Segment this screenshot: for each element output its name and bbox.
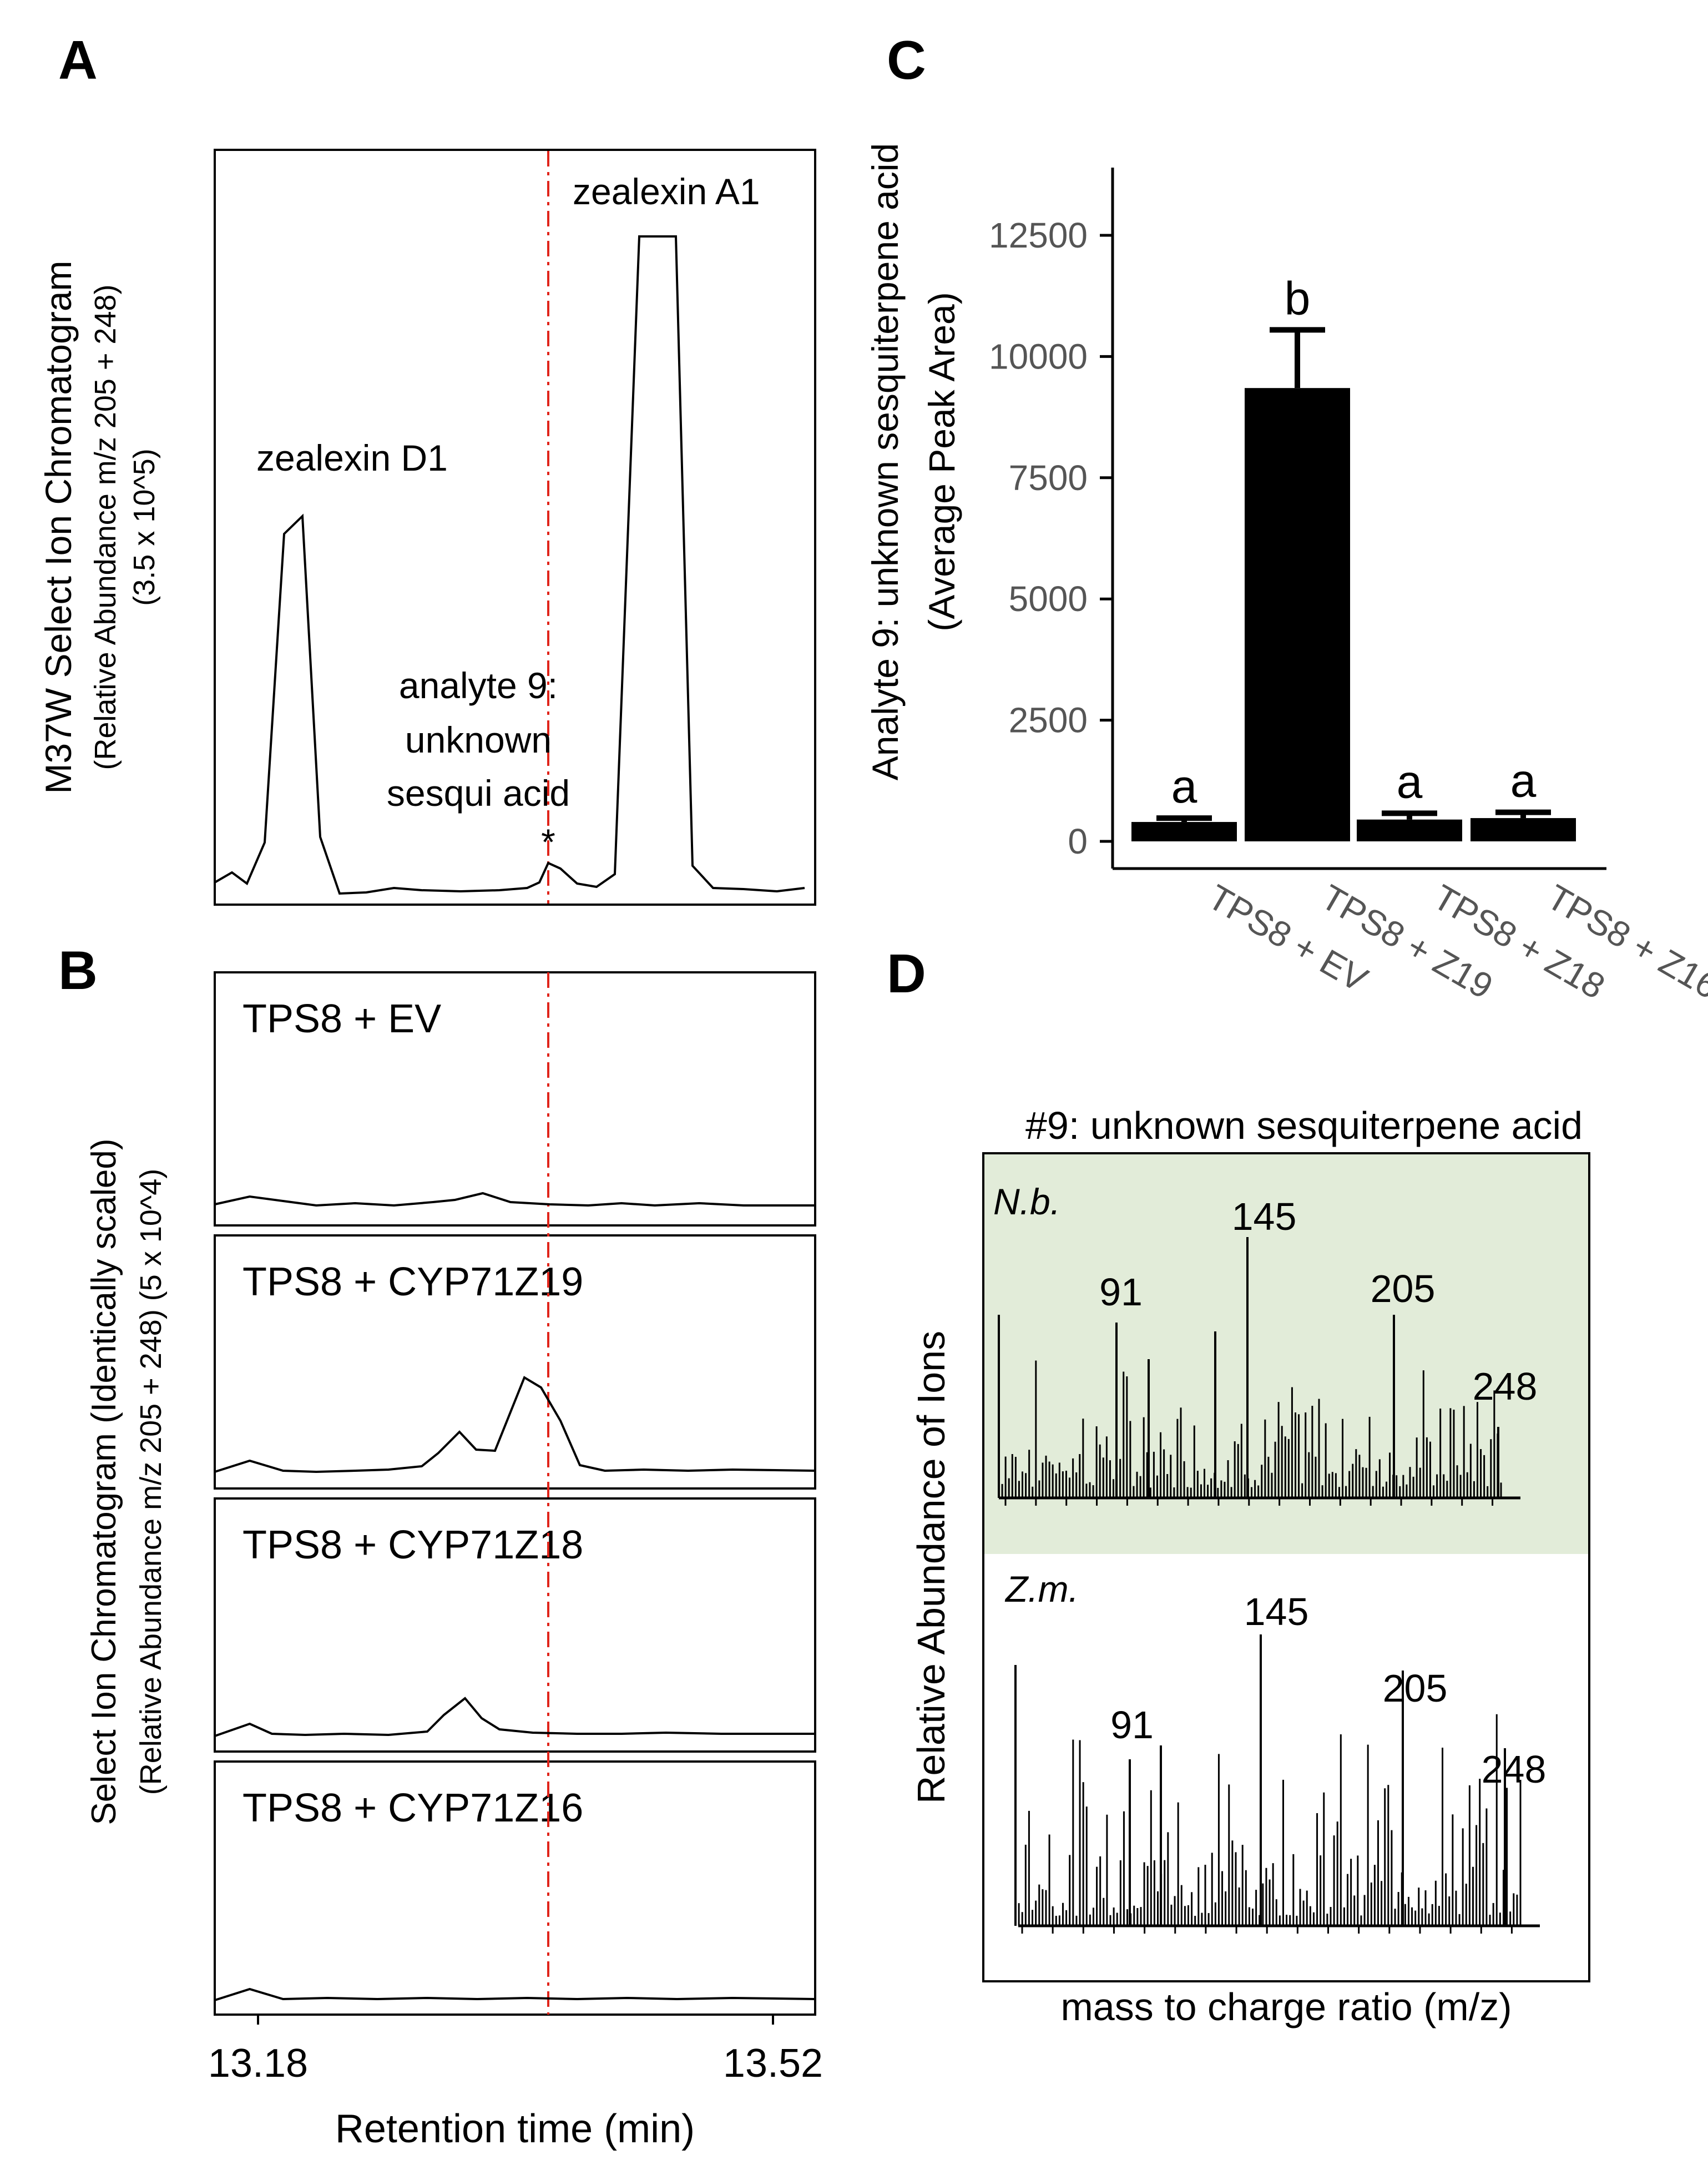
panel-b-xlabel: Retention time (min) <box>335 2107 695 2151</box>
panel-d: D #9: unknown sesquiterpene acid Relativ… <box>887 943 1590 2028</box>
species-label-nb: N.b. <box>993 1181 1060 1222</box>
nb-peak-label-91: 91 <box>1099 1270 1143 1314</box>
c-bar-3 <box>1471 818 1576 841</box>
trace-z19 <box>214 1376 816 1473</box>
c-y-tick-label-0: 0 <box>1068 821 1088 861</box>
trace-label-ev: TPS8 + EV <box>242 997 441 1041</box>
peak-label-zealexin-a1: zealexin A1 <box>573 171 760 212</box>
panel-b-ylabel-2: (Relative Abundance m/z 205 + 248) (5 x … <box>134 1169 168 1795</box>
trace-z16 <box>214 1987 816 2001</box>
panel-letter-a: A <box>58 29 98 90</box>
c-bar-1 <box>1245 388 1350 841</box>
panel-c-bars: a b a a <box>1131 272 1576 841</box>
panel-a-ylabel-1: M37W Select Ion Chromatogram <box>38 260 79 794</box>
panel-c-ylabel-1: Analyte 9: unknown sesquiterpene acid <box>865 143 906 780</box>
trace-box-ev <box>214 971 816 1227</box>
peak-label-analyte9-2: unknown <box>405 719 552 760</box>
nb-peak-label-145: 145 <box>1232 1195 1297 1238</box>
panel-c-ylabel-2: (Average Peak Area) <box>921 292 962 631</box>
zm-peak-label-205: 205 <box>1383 1667 1448 1710</box>
panel-a-ylabel-3: (3.5 x 10^5) <box>128 448 161 605</box>
c-sig-letter-0: a <box>1171 760 1197 813</box>
panel-a-ylabel-2: (Relative Abundance m/z 205 + 248) <box>89 284 122 770</box>
x-tick-label-13.52: 13.52 <box>723 2041 823 2086</box>
panel-b-ylabel-1: Select Ion Chromatogram (Identically sca… <box>85 1138 123 1825</box>
panel-a-frame <box>214 149 816 906</box>
trace-box-z18 <box>214 1497 816 1753</box>
nb-spectrum <box>998 1237 1502 1506</box>
panel-letter-d: D <box>887 943 926 1004</box>
peak-label-zealexin-d1: zealexin D1 <box>256 437 448 478</box>
peak-label-analyte9-3: sesqui acid <box>387 773 570 814</box>
c-bar-0 <box>1131 822 1237 841</box>
panel-d-xlabel: mass to charge ratio (m/z) <box>1061 1985 1512 2028</box>
zm-peak-label-248: 248 <box>1482 1748 1547 1791</box>
zm-peak-label-91: 91 <box>1110 1703 1154 1747</box>
c-y-tick-label-12500: 12500 <box>989 215 1088 255</box>
c-y-tick-label-2500: 2500 <box>1009 700 1088 740</box>
analyte9-star: * <box>541 821 555 862</box>
panel-d-ylabel: Relative Abundance of Ions <box>909 1331 953 1804</box>
panel-c-y-ticks: 0 2500 5000 7500 10000 12500 <box>989 215 1113 861</box>
x-tick-label-13.18: 13.18 <box>208 2041 308 2086</box>
panel-c: C Analyte 9: unknown sesquiterpene acid … <box>865 29 1708 1007</box>
c-y-tick-label-7500: 7500 <box>1009 458 1088 498</box>
nb-peak-label-248: 248 <box>1473 1365 1538 1408</box>
trace-z18 <box>214 1697 815 1737</box>
panel-letter-c: C <box>887 29 926 90</box>
trace-ev <box>214 1192 815 1207</box>
c-sig-letter-1: b <box>1285 272 1311 324</box>
zm-spectrum <box>1014 1634 1522 1934</box>
c-sig-letter-3: a <box>1510 755 1537 807</box>
zm-peak-label-145: 145 <box>1244 1590 1309 1633</box>
c-y-tick-label-10000: 10000 <box>989 336 1088 376</box>
trace-label-z18: TPS8 + CYP71Z18 <box>242 1523 583 1567</box>
c-bar-2 <box>1357 819 1462 841</box>
panel-a: A M37W Select Ion Chromatogram (Relative… <box>38 29 816 906</box>
species-label-zm: Z.m. <box>1004 1568 1079 1609</box>
panel-d-title: #9: unknown sesquiterpene acid <box>1025 1104 1583 1147</box>
panel-d-frame <box>982 1152 1590 1982</box>
trace-label-z19: TPS8 + CYP71Z19 <box>242 1260 583 1304</box>
panel-letter-b: B <box>58 940 98 1001</box>
panel-b: B Select Ion Chromatogram (Identically s… <box>58 940 823 2151</box>
c-y-tick-label-5000: 5000 <box>1009 579 1088 619</box>
peak-label-analyte9-1: analyte 9: <box>399 665 558 706</box>
panel-a-trace <box>214 235 805 895</box>
c-sig-letter-2: a <box>1397 755 1423 808</box>
nb-peak-label-205: 205 <box>1371 1267 1436 1310</box>
trace-label-z16: TPS8 + CYP71Z16 <box>242 1786 583 1830</box>
trace-box-z16 <box>214 1760 816 2016</box>
trace-box-z19 <box>214 1234 816 1490</box>
